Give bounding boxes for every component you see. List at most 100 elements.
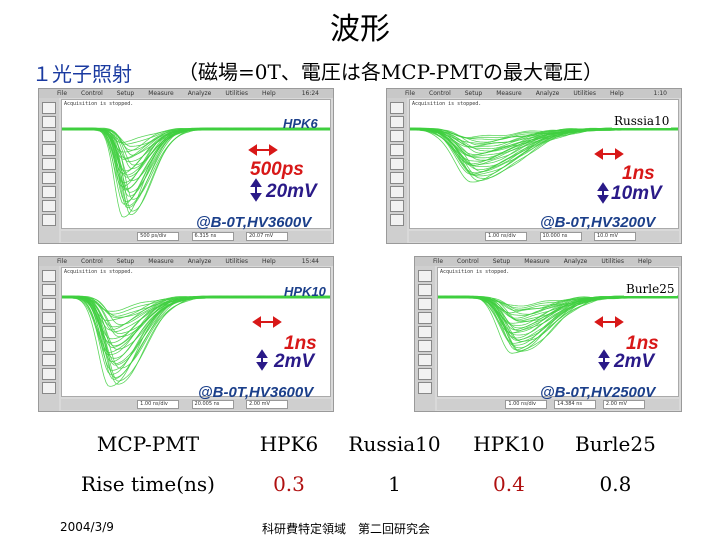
scope-window-burle25: File Control Setup Measure Analyze Utilities H… [414,256,682,412]
scope-sidebar-button[interactable] [418,368,432,380]
scope-menu-item[interactable]: Measure [524,258,550,265]
scope-sidebar-button[interactable] [42,144,56,156]
scope-sidebar-button[interactable] [418,382,432,394]
scope-status-box[interactable]: 500 ps/div [137,232,180,241]
scope-status-box[interactable]: 6.315 ns [191,232,234,241]
waveform-plot [438,295,678,354]
scope-sidebar-button[interactable] [42,298,56,310]
scope-menu-item[interactable]: Control [457,258,479,265]
scope-sidebar-button[interactable] [418,340,432,352]
scope-sidebar-button[interactable] [418,270,432,282]
scope-sidebar-button[interactable] [390,102,404,114]
scope-menu-item[interactable]: Help [609,90,624,97]
scope-sidebar-button[interactable] [418,284,432,296]
scope-sidebar-button[interactable] [42,270,56,282]
scope-menubar: File Control Setup Measure Analyze Utilities H… [39,89,333,98]
scope-sidebar-button[interactable] [390,186,404,198]
scope-statusbar: 500 ps/div 6.315 ns 20.07 mV [61,231,331,242]
scope-sidebar-button[interactable] [42,186,56,198]
scope-menu-item[interactable]: Control [81,258,103,265]
scope-status-box[interactable]: 2.00 mV [602,400,645,409]
scope-sidebar-button[interactable] [390,130,404,142]
scope-status-box[interactable]: 1.00 ns/div [485,232,528,241]
scope-sidebar-button[interactable] [390,172,404,184]
scope-sidebar-button[interactable] [418,312,432,324]
waveform-trace [62,295,330,317]
scope-menu-item[interactable]: Help [261,258,276,265]
time-div-burle25: 1ns [626,333,659,354]
scope-menu-item[interactable]: Control [81,90,103,97]
scope-sidebar-button[interactable] [390,116,404,128]
scope-sidebar-button[interactable] [42,116,56,128]
scope-clock: 15:44 [301,258,319,265]
scope-message: Acquisition is stopped. [64,269,134,275]
scope-menu-item[interactable]: Help [637,258,652,265]
scope-sidebar-button[interactable] [42,172,56,184]
scope-sidebar-button[interactable] [418,326,432,338]
volt-div-burle25: 2mV [614,351,655,372]
scope-menu-item[interactable]: Measure [148,90,174,97]
scope-status-box[interactable]: 1.00 ns/div [505,400,548,409]
scope-sidebar-button[interactable] [42,200,56,212]
scope-sidebar-button[interactable] [42,368,56,380]
scope-sidebar [39,98,59,243]
scope-sidebar-button[interactable] [418,354,432,366]
scope-menu-item[interactable]: Setup [464,90,483,97]
waveform-trace [438,295,678,344]
scope-menu-item[interactable]: Measure [148,258,174,265]
scope-menu-item[interactable]: Utilities [225,90,248,97]
scope-menu-item[interactable]: Utilities [225,258,248,265]
scope-sidebar-button[interactable] [390,200,404,212]
scope-menu-item[interactable]: File [405,90,416,97]
scope-menu-item[interactable]: Help [261,90,276,97]
scope-statusbar: 1.00 ns/div 20.005 ns 2.00 mV [61,399,331,410]
scope-sidebar-button[interactable] [42,354,56,366]
scope-screen: Acquisition is stopped. [61,99,331,229]
scope-status-box[interactable]: 14.384 ns [554,400,597,409]
scope-sidebar-button[interactable] [390,144,404,156]
scope-sidebar [39,266,59,411]
scope-sidebar-button[interactable] [42,130,56,142]
scope-status-box[interactable]: 1.00 ns/div [137,400,180,409]
scope-menu-item[interactable]: File [433,258,444,265]
footer-date: 2004/3/9 [60,520,114,534]
subtitle-photon: １光子照射 [32,62,132,86]
scope-menu-item[interactable]: Setup [116,90,135,97]
scope-menu-item[interactable]: Setup [116,258,135,265]
scope-sidebar-button[interactable] [418,298,432,310]
scope-sidebar-button[interactable] [390,214,404,226]
scope-menu-item[interactable]: Measure [496,90,522,97]
scope-status-box[interactable]: 10.000 ns [539,232,582,241]
scope-message: Acquisition is stopped. [440,269,510,275]
scope-sidebar-button[interactable] [42,340,56,352]
scope-menu-item[interactable]: Analyze [187,90,212,97]
volt-div-hpk6: 20mV [266,181,317,202]
conditions-hpk6: @B-0T,HV3600V [196,214,312,231]
scope-sidebar-button[interactable] [42,326,56,338]
scope-menu-item[interactable]: Control [429,90,451,97]
scope-menu-item[interactable]: Utilities [601,258,624,265]
scope-sidebar-button[interactable] [42,284,56,296]
scope-status-box[interactable]: 2.00 mV [245,400,288,409]
scope-menu-item[interactable]: Analyze [535,90,560,97]
scope-menu-item[interactable]: Setup [492,258,511,265]
scope-sidebar-button[interactable] [390,158,404,170]
scope-statusbar: 1.00 ns/div 14.384 ns 2.00 mV [437,399,679,410]
scope-status-box[interactable]: 10.0 mV [593,232,636,241]
waveform-trace [438,295,678,334]
column-russia10: Russia10 [348,432,441,456]
scope-sidebar-button[interactable] [42,102,56,114]
scope-sidebar-button[interactable] [42,214,56,226]
scope-menu-item[interactable]: Analyze [563,258,588,265]
scope-window-hpk6: File Control Setup Measure Analyze Utilities H… [38,88,334,244]
column-hpk6: HPK6 [259,432,319,456]
scope-menu-item[interactable]: File [57,90,68,97]
scope-status-box[interactable]: 20.07 mV [245,232,288,241]
scope-sidebar-button[interactable] [42,312,56,324]
scope-status-box[interactable]: 20.005 ns [191,400,234,409]
scope-menu-item[interactable]: Utilities [573,90,596,97]
scope-sidebar-button[interactable] [42,382,56,394]
scope-sidebar-button[interactable] [42,158,56,170]
scope-menu-item[interactable]: Analyze [187,258,212,265]
scope-menu-item[interactable]: File [57,258,68,265]
